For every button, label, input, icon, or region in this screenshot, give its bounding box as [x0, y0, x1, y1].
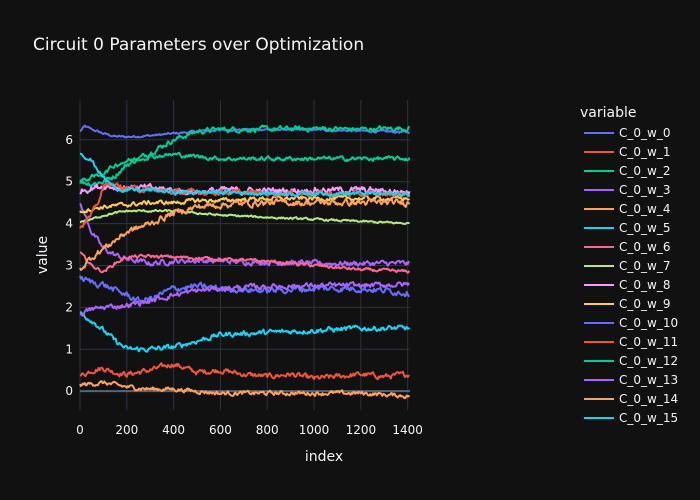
series-line-C_0_w_12 [79, 151, 411, 182]
y-tick-labels: 0 1 2 3 4 5 6 [65, 133, 73, 398]
legend-item-C_0_w_7[interactable]: C_0_w_7 [584, 259, 670, 273]
legend[interactable]: variable C_0_w_0C_0_w_1C_0_w_2C_0_w_3C_0… [580, 105, 678, 425]
legend-label: C_0_w_8 [619, 278, 670, 292]
series-line-C_0_w_6 [79, 251, 411, 274]
series-lines [79, 124, 411, 400]
y-tick-label: 2 [65, 300, 73, 314]
y-tick-label: 5 [65, 175, 73, 189]
legend-item-C_0_w_9[interactable]: C_0_w_9 [584, 297, 670, 311]
series-line-C_0_w_4 [79, 380, 411, 400]
x-tick-label: 1000 [299, 423, 330, 437]
chart-title: Circuit 0 Parameters over Optimization [33, 35, 364, 55]
series-line-C_0_w_7 [79, 208, 410, 226]
y-axis-title: value [35, 236, 51, 274]
x-axis-title: index [305, 449, 343, 465]
legend-item-C_0_w_1[interactable]: C_0_w_1 [584, 145, 670, 159]
legend-item-C_0_w_4[interactable]: C_0_w_4 [584, 202, 670, 216]
y-tick-label: 0 [65, 384, 73, 398]
x-tick-labels: 0 200 400 600 800 1000 1200 1400 [76, 423, 423, 437]
legend-label: C_0_w_2 [619, 164, 670, 178]
legend-label: C_0_w_4 [619, 202, 670, 216]
series-line-C_0_w_14 [79, 197, 411, 271]
x-tick-label: 0 [76, 423, 84, 437]
legend-item-C_0_w_0[interactable]: C_0_w_0 [584, 126, 670, 140]
legend-item-C_0_w_5[interactable]: C_0_w_5 [584, 221, 670, 235]
series-line-C_0_w_1 [79, 362, 410, 381]
legend-label: C_0_w_3 [619, 183, 670, 197]
legend-item-C_0_w_13[interactable]: C_0_w_13 [584, 373, 678, 387]
legend-item-C_0_w_12[interactable]: C_0_w_12 [584, 354, 678, 368]
x-tick-label: 1400 [392, 423, 423, 437]
y-tick-label: 1 [65, 342, 73, 356]
legend-label: C_0_w_13 [619, 373, 678, 387]
legend-item-C_0_w_6[interactable]: C_0_w_6 [584, 240, 670, 254]
series-line-C_0_w_15 [79, 152, 411, 198]
x-tick-label: 600 [209, 423, 232, 437]
y-tick-label: 6 [65, 133, 73, 147]
legend-label: C_0_w_0 [619, 126, 670, 140]
legend-label: C_0_w_6 [619, 240, 670, 254]
series-line-C_0_w_13 [79, 281, 410, 317]
x-tick-label: 800 [256, 423, 279, 437]
x-tick-label: 200 [115, 423, 138, 437]
legend-label: C_0_w_14 [619, 392, 678, 406]
x-tick-label: 400 [162, 423, 185, 437]
series-line-C_0_w_2 [79, 124, 411, 187]
legend-label: C_0_w_5 [619, 221, 670, 235]
series-line-C_0_w_9 [79, 194, 411, 214]
series-line-C_0_w_5 [79, 311, 411, 353]
x-gridlines [79, 100, 409, 410]
series-line-C_0_w_11 [79, 181, 410, 229]
y-tick-label: 3 [65, 258, 73, 272]
legend-item-C_0_w_15[interactable]: C_0_w_15 [584, 411, 678, 425]
legend-item-C_0_w_10[interactable]: C_0_w_10 [584, 316, 678, 330]
legend-title: variable [580, 105, 636, 121]
legend-items[interactable]: C_0_w_0 C_0_w_1 C_0_w_2 C_0_w_3 C_0_w_4 C_0_w… [584, 126, 678, 425]
legend-label: C_0_w_10 [619, 316, 678, 330]
legend-label: C_0_w_15 [619, 411, 678, 425]
series-line-C_0_w_3 [79, 202, 410, 267]
legend-label: C_0_w_11 [619, 335, 678, 349]
legend-item-C_0_w_11[interactable]: C_0_w_11 [584, 335, 678, 349]
legend-item-C_0_w_14[interactable]: C_0_w_14 [584, 392, 678, 406]
series-line-C_0_w_10 [79, 275, 410, 304]
x-tick-label: 1200 [346, 423, 377, 437]
legend-label: C_0_w_9 [619, 297, 670, 311]
legend-label: C_0_w_7 [619, 259, 670, 273]
legend-label: C_0_w_12 [619, 354, 678, 368]
legend-item-C_0_w_8[interactable]: C_0_w_8 [584, 278, 670, 292]
y-tick-label: 4 [65, 217, 73, 231]
plot-area [79, 100, 411, 410]
legend-item-C_0_w_3[interactable]: C_0_w_3 [584, 183, 670, 197]
legend-label: C_0_w_1 [619, 145, 670, 159]
legend-item-C_0_w_2[interactable]: C_0_w_2 [584, 164, 670, 178]
